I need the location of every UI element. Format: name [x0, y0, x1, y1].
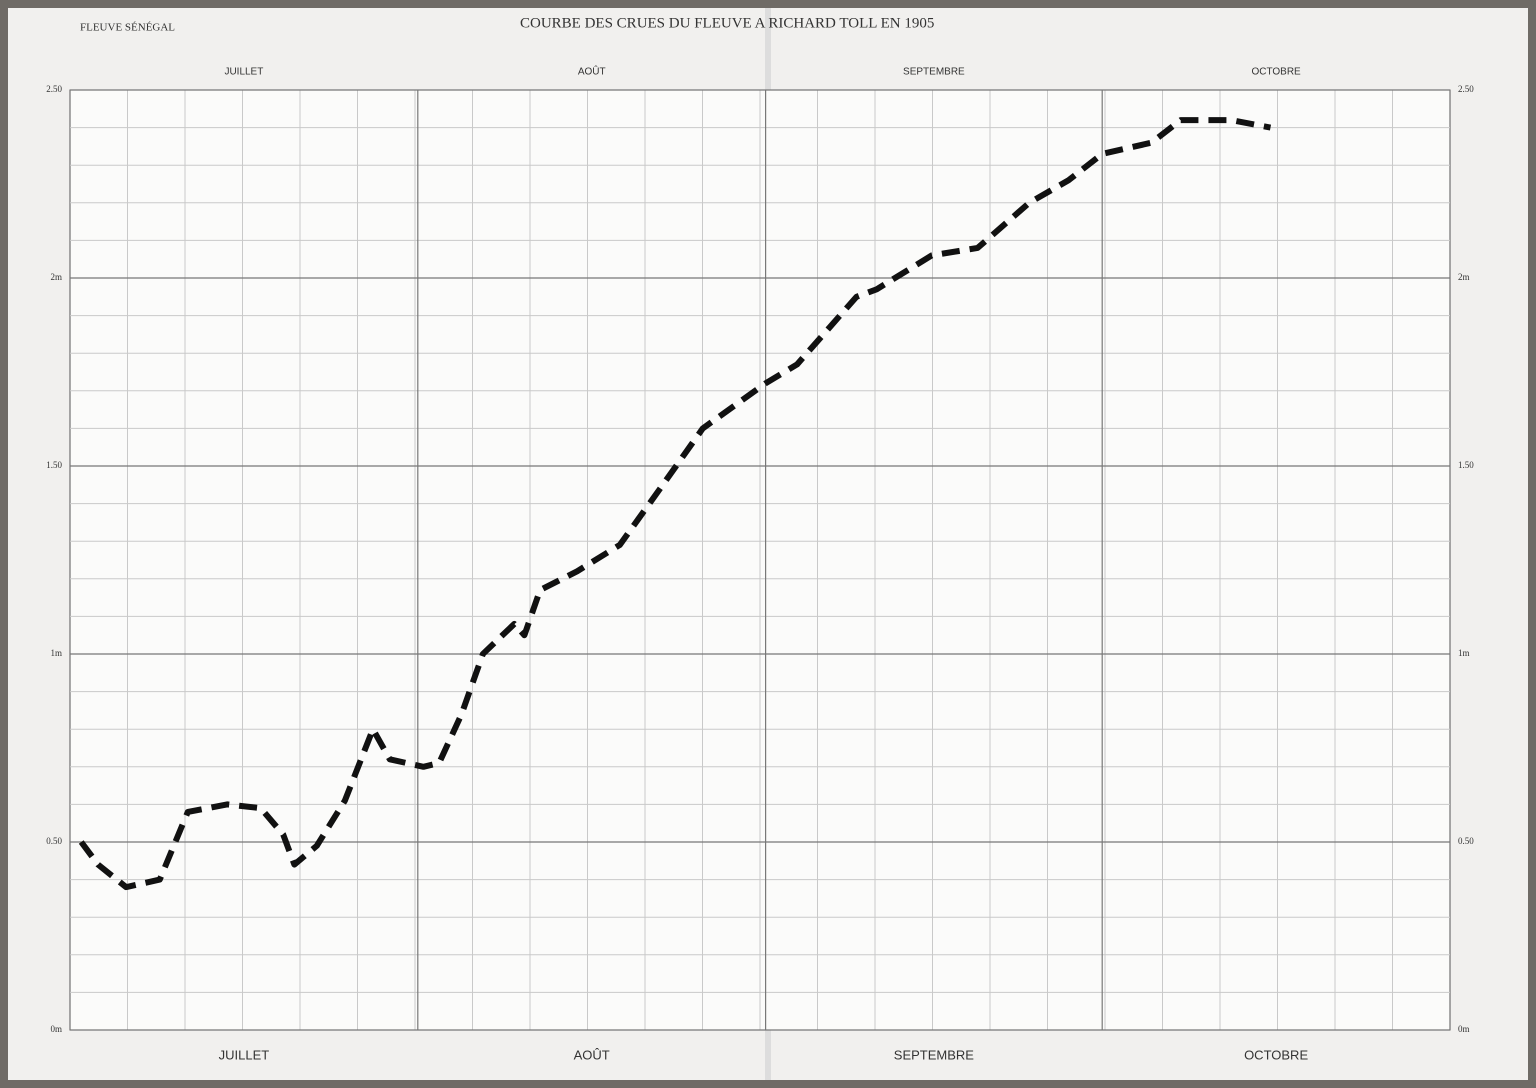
- y-tick-label: 2m: [50, 272, 62, 282]
- x-tick-label: JUILLET: [219, 1047, 270, 1062]
- y-tick-label: 0.50: [46, 836, 62, 846]
- x-tick-label-top: AOÛT: [578, 65, 606, 78]
- y-tick-label-right: 1m: [1458, 648, 1470, 658]
- x-tick-label: AOÛT: [574, 1047, 610, 1062]
- y-tick-label: 0m: [50, 1024, 62, 1034]
- y-tick-label-right: 0.50: [1458, 836, 1474, 846]
- y-tick-label: 1m: [50, 648, 62, 658]
- chart-subtitle: FLEUVE SÉNÉGAL: [80, 22, 175, 34]
- chart-title: COURBE DES CRUES DU FLEUVE A RICHARD TOL…: [520, 15, 934, 31]
- chart: COURBE DES CRUES DU FLEUVE A RICHARD TOL…: [0, 0, 1536, 1088]
- y-tick-label: 1.50: [46, 460, 62, 470]
- x-tick-label-top: JUILLET: [224, 67, 263, 78]
- y-tick-label: 2.50: [46, 84, 62, 94]
- x-tick-label-top: SEPTEMBRE: [903, 67, 965, 78]
- y-tick-label-right: 2.50: [1458, 84, 1474, 94]
- y-tick-label-right: 0m: [1458, 1024, 1470, 1034]
- x-tick-label-top: OCTOBRE: [1251, 67, 1301, 78]
- page: COURBE DES CRUES DU FLEUVE A RICHARD TOL…: [0, 0, 1536, 1088]
- y-tick-label-right: 1.50: [1458, 460, 1474, 470]
- y-tick-label-right: 2m: [1458, 272, 1470, 282]
- x-tick-label: SEPTEMBRE: [894, 1047, 975, 1062]
- x-tick-label: OCTOBRE: [1244, 1047, 1308, 1062]
